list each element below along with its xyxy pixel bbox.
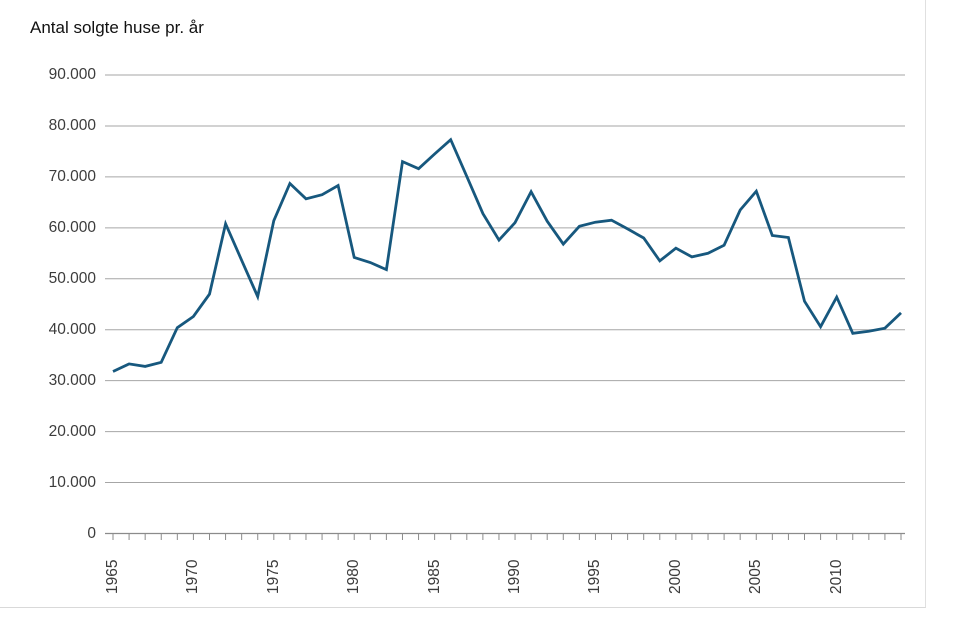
y-axis-tick-label: 20.000 — [48, 422, 96, 440]
y-axis-tick-label: 60.000 — [48, 218, 96, 236]
y-axis-tick-label: 50.000 — [48, 269, 96, 287]
x-axis-tick-label: 2000 — [666, 559, 684, 594]
chart-title: Antal solgte huse pr. år — [30, 18, 204, 37]
y-axis-tick-label: 10.000 — [48, 473, 96, 491]
x-axis-tick-label: 1985 — [425, 559, 443, 594]
y-axis-tick-label: 80.000 — [48, 116, 96, 134]
x-axis-tick-label: 1995 — [586, 559, 604, 594]
sales-data-line — [112, 137, 902, 373]
y-axis-tick-label: 90.000 — [48, 66, 96, 83]
x-axis-tick-label: 1970 — [184, 559, 202, 594]
line-chart-plot — [105, 74, 905, 540]
x-axis-tick-label: 1965 — [104, 559, 121, 594]
chart-frame: Antal solgte huse pr. år 0 10.000 20.000 30… — [0, 0, 926, 608]
y-axis-tick-label: 40.000 — [48, 320, 96, 338]
x-axis-tick-label: 2010 — [827, 559, 845, 594]
x-axis-tick-label: 1975 — [264, 559, 282, 594]
y-axis-tick-label: 70.000 — [48, 167, 96, 185]
x-axis-tick-label: 1980 — [345, 559, 363, 594]
x-axis-tick-label: 1990 — [506, 559, 524, 594]
x-axis-tick-label: 2005 — [747, 559, 765, 594]
y-axis-tick-label: 0 — [87, 524, 96, 542]
y-axis-tick-label: 30.000 — [48, 371, 96, 389]
